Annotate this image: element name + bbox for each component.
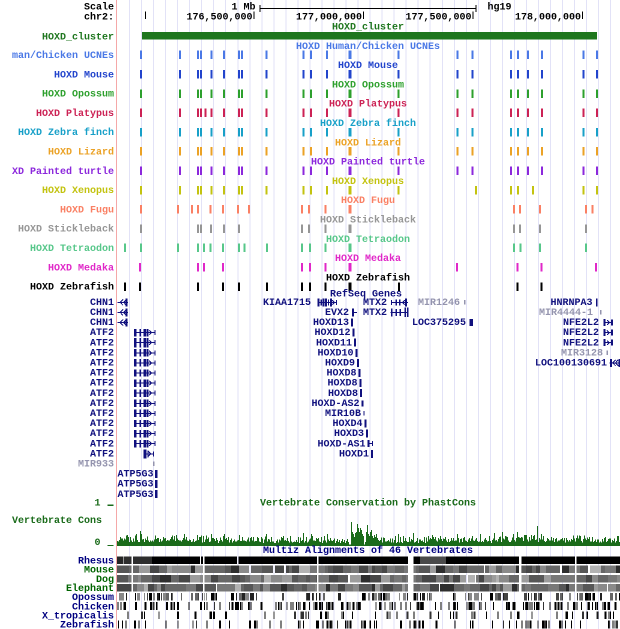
svg-text:ATP5G3: ATP5G3 bbox=[118, 490, 154, 501]
svg-text:HOXD Opossum: HOXD Opossum bbox=[332, 80, 404, 91]
svg-text:HOXD_cluster: HOXD_cluster bbox=[332, 22, 404, 34]
svg-text:178,000,000: 178,000,000 bbox=[515, 13, 581, 24]
svg-text:Vertebrate Conservation by Pha: Vertebrate Conservation by PhastCons bbox=[260, 497, 476, 509]
svg-text:Elephant: Elephant bbox=[66, 583, 114, 595]
svg-text:MIR3128: MIR3128 bbox=[561, 348, 603, 359]
svg-text:chr2:: chr2: bbox=[84, 12, 114, 24]
svg-text:HOXD8: HOXD8 bbox=[328, 389, 358, 400]
svg-text:CHN1: CHN1 bbox=[90, 298, 114, 309]
svg-text:HOXD Platypus: HOXD Platypus bbox=[36, 108, 114, 120]
svg-text:RefSeq Genes: RefSeq Genes bbox=[330, 289, 402, 301]
svg-text:ATF2: ATF2 bbox=[90, 328, 114, 339]
svg-text:HOXD Human/Chicken UCNEs: HOXD Human/Chicken UCNEs bbox=[296, 41, 440, 53]
svg-text:HOXD10: HOXD10 bbox=[317, 348, 353, 359]
svg-text:1 Mb: 1 Mb bbox=[231, 2, 255, 14]
svg-text:HOXD Stickleback: HOXD Stickleback bbox=[320, 215, 416, 227]
svg-text:ATF2: ATF2 bbox=[90, 348, 114, 359]
svg-text:HOXD Zebra finch: HOXD Zebra finch bbox=[18, 127, 114, 139]
svg-text:HOXD Mouse: HOXD Mouse bbox=[338, 61, 398, 72]
svg-text:HOXD Fugu: HOXD Fugu bbox=[341, 196, 395, 207]
svg-text:ATF2: ATF2 bbox=[90, 429, 114, 440]
svg-text:ATF2: ATF2 bbox=[90, 449, 114, 460]
svg-text:MIR4444-1: MIR4444-1 bbox=[539, 308, 593, 319]
svg-text:HOXD8: HOXD8 bbox=[326, 369, 356, 380]
svg-text:LOC100130691: LOC100130691 bbox=[535, 359, 607, 370]
svg-text:ATF2: ATF2 bbox=[90, 439, 114, 450]
svg-text:MTX2: MTX2 bbox=[363, 308, 387, 319]
svg-text:HOXD Opossum: HOXD Opossum bbox=[42, 90, 114, 101]
svg-text:HOXD_cluster: HOXD_cluster bbox=[42, 32, 114, 44]
svg-text:X_tropicalis: X_tropicalis bbox=[42, 610, 114, 622]
svg-text:Opossum: Opossum bbox=[72, 593, 114, 604]
svg-text:HOXD Tetraodon: HOXD Tetraodon bbox=[326, 234, 410, 246]
svg-text:HOXD-AS1: HOXD-AS1 bbox=[317, 439, 365, 450]
svg-text:ATF2: ATF2 bbox=[90, 419, 114, 430]
svg-text:ATF2: ATF2 bbox=[90, 389, 114, 400]
svg-text:Multiz Alignments of 46 Verteb: Multiz Alignments of 46 Vertebrates bbox=[263, 545, 473, 557]
svg-text:HOXD11: HOXD11 bbox=[316, 338, 352, 349]
svg-text:HOXD12: HOXD12 bbox=[314, 328, 350, 339]
svg-text:CHN1: CHN1 bbox=[90, 318, 114, 329]
svg-text:HOXD-AS2: HOXD-AS2 bbox=[311, 399, 359, 410]
svg-text:NFE2L2: NFE2L2 bbox=[563, 318, 599, 329]
svg-text:EVX2: EVX2 bbox=[325, 308, 349, 319]
svg-text:HOXD Lizard: HOXD Lizard bbox=[335, 137, 401, 149]
svg-text:176,500,000: 176,500,000 bbox=[186, 13, 252, 24]
svg-text:HOXD Platypus: HOXD Platypus bbox=[329, 99, 407, 111]
svg-text:MIR10B: MIR10B bbox=[325, 409, 361, 420]
svg-text:1: 1 bbox=[94, 498, 100, 509]
svg-text:HOXD Zebrafish: HOXD Zebrafish bbox=[326, 272, 410, 284]
svg-text:Chicken: Chicken bbox=[72, 601, 114, 613]
svg-text:MIR933: MIR933 bbox=[78, 460, 114, 471]
svg-text:ATP5G3: ATP5G3 bbox=[118, 480, 154, 491]
svg-text:NFE2L2: NFE2L2 bbox=[563, 338, 599, 349]
svg-text:HOXD Stickleback: HOXD Stickleback bbox=[18, 224, 114, 236]
svg-text:ATF2: ATF2 bbox=[90, 409, 114, 420]
svg-text:Zebrafish: Zebrafish bbox=[60, 620, 114, 629]
svg-text:Mouse: Mouse bbox=[84, 566, 114, 577]
svg-text:177,000,000: 177,000,000 bbox=[296, 13, 362, 24]
svg-text:ATF2: ATF2 bbox=[90, 399, 114, 410]
svg-text:Scale: Scale bbox=[84, 2, 114, 14]
svg-text:177,500,000: 177,500,000 bbox=[405, 13, 471, 24]
svg-text:MTX2: MTX2 bbox=[363, 298, 387, 309]
svg-text:Dog: Dog bbox=[96, 575, 114, 586]
svg-text:HOXD Medaka: HOXD Medaka bbox=[335, 253, 401, 265]
svg-text:Vertebrate Cons: Vertebrate Cons bbox=[12, 515, 102, 527]
svg-text:XD Painted turtle: XD Painted turtle bbox=[12, 166, 114, 178]
svg-text:CHN1: CHN1 bbox=[90, 308, 114, 319]
svg-text:HOXD Zebra finch: HOXD Zebra finch bbox=[320, 118, 416, 130]
svg-text:HOXD Xenopus: HOXD Xenopus bbox=[332, 177, 404, 188]
svg-text:LOC375295: LOC375295 bbox=[412, 318, 466, 329]
svg-text:HOXD Medaka: HOXD Medaka bbox=[48, 262, 114, 274]
svg-text:man/Chicken UCNEs: man/Chicken UCNEs bbox=[12, 50, 114, 62]
svg-text:Rhesus: Rhesus bbox=[78, 556, 114, 568]
svg-text:ATP5G3: ATP5G3 bbox=[118, 470, 154, 481]
svg-text:HOXD Painted turtle: HOXD Painted turtle bbox=[311, 157, 425, 169]
svg-text:HOXD Zebrafish: HOXD Zebrafish bbox=[30, 282, 114, 294]
svg-text:HOXD Xenopus: HOXD Xenopus bbox=[42, 186, 114, 197]
svg-text:HOXD9: HOXD9 bbox=[325, 359, 355, 370]
svg-text:HOXD Tetraodon: HOXD Tetraodon bbox=[30, 243, 114, 255]
svg-text:HOXD4: HOXD4 bbox=[332, 419, 362, 430]
svg-text:HOXD Lizard: HOXD Lizard bbox=[48, 147, 114, 159]
svg-text:HOXD Fugu: HOXD Fugu bbox=[60, 205, 114, 216]
svg-text:HNRNPA3: HNRNPA3 bbox=[550, 298, 592, 309]
svg-text:HOXD13: HOXD13 bbox=[313, 318, 349, 329]
svg-text:0: 0 bbox=[94, 538, 100, 549]
svg-text:HOXD1: HOXD1 bbox=[339, 449, 369, 460]
svg-text:ATF2: ATF2 bbox=[90, 338, 114, 349]
svg-text:hg19: hg19 bbox=[488, 2, 512, 14]
svg-text:NFE2L2: NFE2L2 bbox=[563, 328, 599, 339]
svg-text:ATF2: ATF2 bbox=[90, 379, 114, 390]
svg-text:HOXD8: HOXD8 bbox=[327, 379, 357, 390]
svg-text:HOXD Mouse: HOXD Mouse bbox=[54, 70, 114, 81]
svg-text:KIAA1715: KIAA1715 bbox=[263, 298, 311, 309]
svg-text:ATF2: ATF2 bbox=[90, 359, 114, 370]
svg-text:MIR1246: MIR1246 bbox=[418, 298, 460, 309]
svg-text:ATF2: ATF2 bbox=[90, 369, 114, 380]
svg-text:HOXD3: HOXD3 bbox=[334, 429, 364, 440]
